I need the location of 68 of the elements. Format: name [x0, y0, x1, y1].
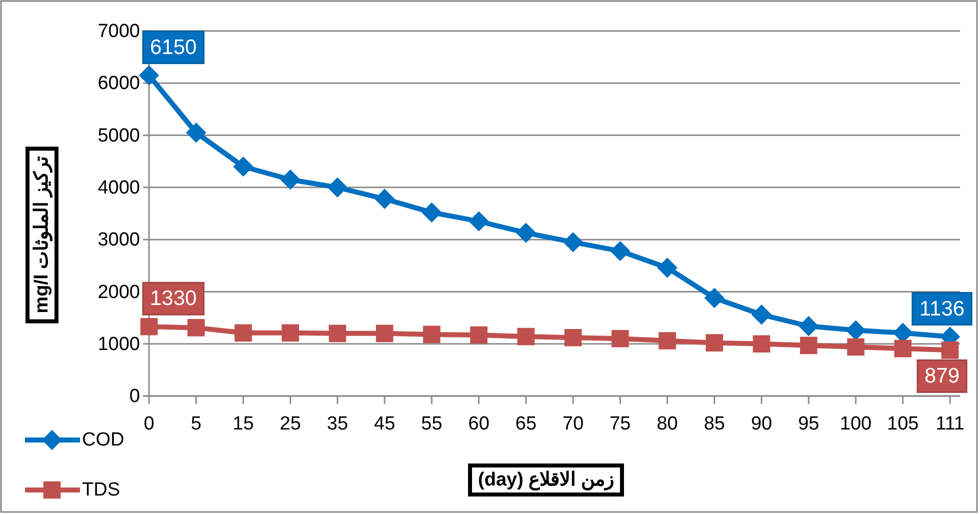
point [846, 320, 866, 340]
x-tick-label: 85 [704, 413, 725, 434]
point [423, 326, 440, 344]
x-tick-label: 111 [936, 413, 964, 434]
y-tick-label: 5000 [98, 125, 140, 146]
point [138, 65, 160, 86]
x-tick-label: 45 [374, 413, 396, 434]
legend-label: TDS [82, 480, 120, 500]
point [658, 332, 676, 350]
y-axis-title: تركيز الملوثات mg/l [32, 156, 52, 314]
point [847, 338, 864, 356]
y-tick-label: 7000 [98, 21, 140, 42]
point [564, 328, 582, 346]
point [752, 335, 770, 353]
point [280, 170, 300, 190]
point [470, 326, 488, 344]
point [187, 319, 205, 336]
point [798, 316, 819, 336]
y-tick-label: 0 [129, 386, 140, 408]
point [282, 324, 300, 342]
x-tick-label: 105 [887, 413, 919, 434]
point [894, 340, 912, 358]
point [234, 324, 252, 342]
x-tick-label: 90 [750, 413, 772, 434]
y-tick-label: 6000 [98, 73, 140, 94]
data-label: 1136 [919, 297, 965, 320]
x-tick-label: 95 [798, 413, 820, 434]
data-label: 879 [924, 364, 960, 388]
x-tick-label: 80 [656, 413, 678, 434]
point [422, 202, 442, 223]
point [706, 334, 724, 352]
point [657, 258, 678, 278]
point [800, 336, 818, 354]
point [704, 288, 725, 308]
point [374, 188, 395, 209]
x-tick-label: 70 [562, 413, 584, 434]
x-tick-label: 0 [144, 413, 154, 434]
point [610, 240, 630, 262]
point [751, 304, 772, 325]
legend-label: COD [82, 430, 124, 450]
x-tick-label: 5 [190, 413, 202, 434]
data-label: 6150 [150, 36, 197, 59]
point [517, 328, 535, 346]
x-tick-label: 100 [840, 413, 872, 434]
point [376, 324, 394, 342]
data-label: 1330 [150, 287, 197, 310]
y-tick-label: 2000 [98, 282, 140, 303]
point [562, 232, 584, 252]
x-tick-label: 25 [280, 413, 301, 434]
point [328, 324, 346, 342]
x-tick-label: 65 [515, 413, 537, 434]
point [140, 318, 158, 336]
point [327, 177, 348, 198]
point [468, 211, 489, 232]
x-axis-title: زمن الاقلاع (day) [478, 470, 614, 490]
x-tick-label: 75 [610, 413, 631, 434]
point [186, 122, 206, 143]
point [941, 342, 959, 359]
y-tick-label: 1000 [98, 334, 140, 355]
y-tick-label: 4000 [98, 178, 140, 199]
point [516, 222, 536, 243]
point [612, 330, 629, 348]
x-tick-label: 15 [232, 413, 254, 434]
x-tick-label: 60 [468, 413, 490, 434]
x-tick-label: 55 [421, 413, 442, 434]
y-tick-label: 3000 [98, 230, 140, 251]
point [233, 156, 254, 177]
x-tick-label: 35 [326, 413, 348, 434]
